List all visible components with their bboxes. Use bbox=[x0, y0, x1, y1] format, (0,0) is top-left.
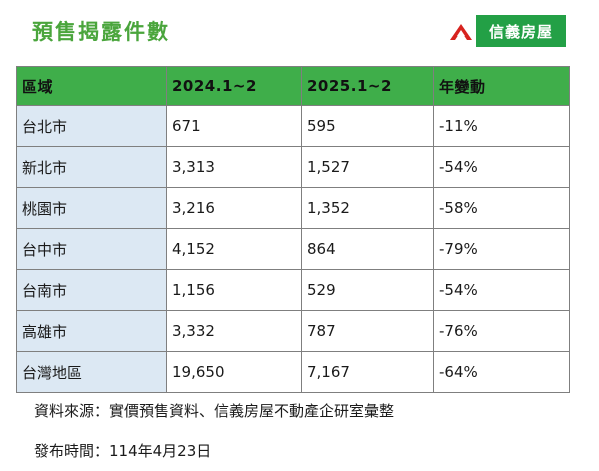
value-2024-cell: 1,156 bbox=[166, 269, 302, 311]
table-row: 高雄市 3,332 787 -76% bbox=[16, 310, 570, 352]
value-2024-cell: 671 bbox=[166, 105, 302, 147]
value-2024-cell: 3,216 bbox=[166, 187, 302, 229]
change-cell: -54% bbox=[433, 146, 570, 188]
value-2025-cell: 529 bbox=[301, 269, 434, 311]
header-2024: 2024.1~2 bbox=[166, 66, 302, 106]
value-2025-cell: 7,167 bbox=[301, 351, 434, 393]
table-row: 台灣地區 19,650 7,167 -64% bbox=[16, 351, 570, 393]
change-cell: -11% bbox=[433, 105, 570, 147]
table-header-row: 區域 2024.1~2 2025.1~2 年變動 bbox=[16, 66, 570, 106]
value-2024-cell: 3,313 bbox=[166, 146, 302, 188]
region-cell: 台灣地區 bbox=[16, 351, 167, 393]
value-2025-cell: 595 bbox=[301, 105, 434, 147]
table-row: 台南市 1,156 529 -54% bbox=[16, 269, 570, 311]
value-2025-cell: 787 bbox=[301, 310, 434, 352]
value-2025-cell: 1,527 bbox=[301, 146, 434, 188]
region-cell: 桃園市 bbox=[16, 187, 167, 229]
region-cell: 台南市 bbox=[16, 269, 167, 311]
region-cell: 台中市 bbox=[16, 228, 167, 270]
header-region: 區域 bbox=[16, 66, 167, 106]
region-cell: 新北市 bbox=[16, 146, 167, 188]
sinyi-logo-icon bbox=[446, 15, 476, 47]
table-row: 台北市 671 595 -11% bbox=[16, 105, 570, 147]
header-2025: 2025.1~2 bbox=[301, 66, 434, 106]
page-title: 預售揭露件數 bbox=[32, 20, 170, 44]
brand-logo: 信義房屋 bbox=[446, 15, 566, 47]
change-cell: -64% bbox=[433, 351, 570, 393]
table-row: 新北市 3,313 1,527 -54% bbox=[16, 146, 570, 188]
header-yoy-change: 年變動 bbox=[433, 66, 570, 106]
logo-text: 信義房屋 bbox=[488, 22, 553, 41]
change-cell: -79% bbox=[433, 228, 570, 270]
value-2025-cell: 1,352 bbox=[301, 187, 434, 229]
table-row: 台中市 4,152 864 -79% bbox=[16, 228, 570, 270]
change-cell: -58% bbox=[433, 187, 570, 229]
value-2024-cell: 4,152 bbox=[166, 228, 302, 270]
data-table: 區域 2024.1~2 2025.1~2 年變動 台北市 671 595 -11… bbox=[16, 66, 570, 393]
value-2024-cell: 3,332 bbox=[166, 310, 302, 352]
value-2025-cell: 864 bbox=[301, 228, 434, 270]
change-cell: -76% bbox=[433, 310, 570, 352]
data-source-note: 資料來源：實價預售資料、信義房屋不動產企研室彙整 bbox=[34, 402, 395, 420]
region-cell: 台北市 bbox=[16, 105, 167, 147]
value-2024-cell: 19,650 bbox=[166, 351, 302, 393]
change-cell: -54% bbox=[433, 269, 570, 311]
region-cell: 高雄市 bbox=[16, 310, 167, 352]
table-row: 桃園市 3,216 1,352 -58% bbox=[16, 187, 570, 229]
publish-date: 發布時間：114年4月23日 bbox=[34, 442, 212, 460]
